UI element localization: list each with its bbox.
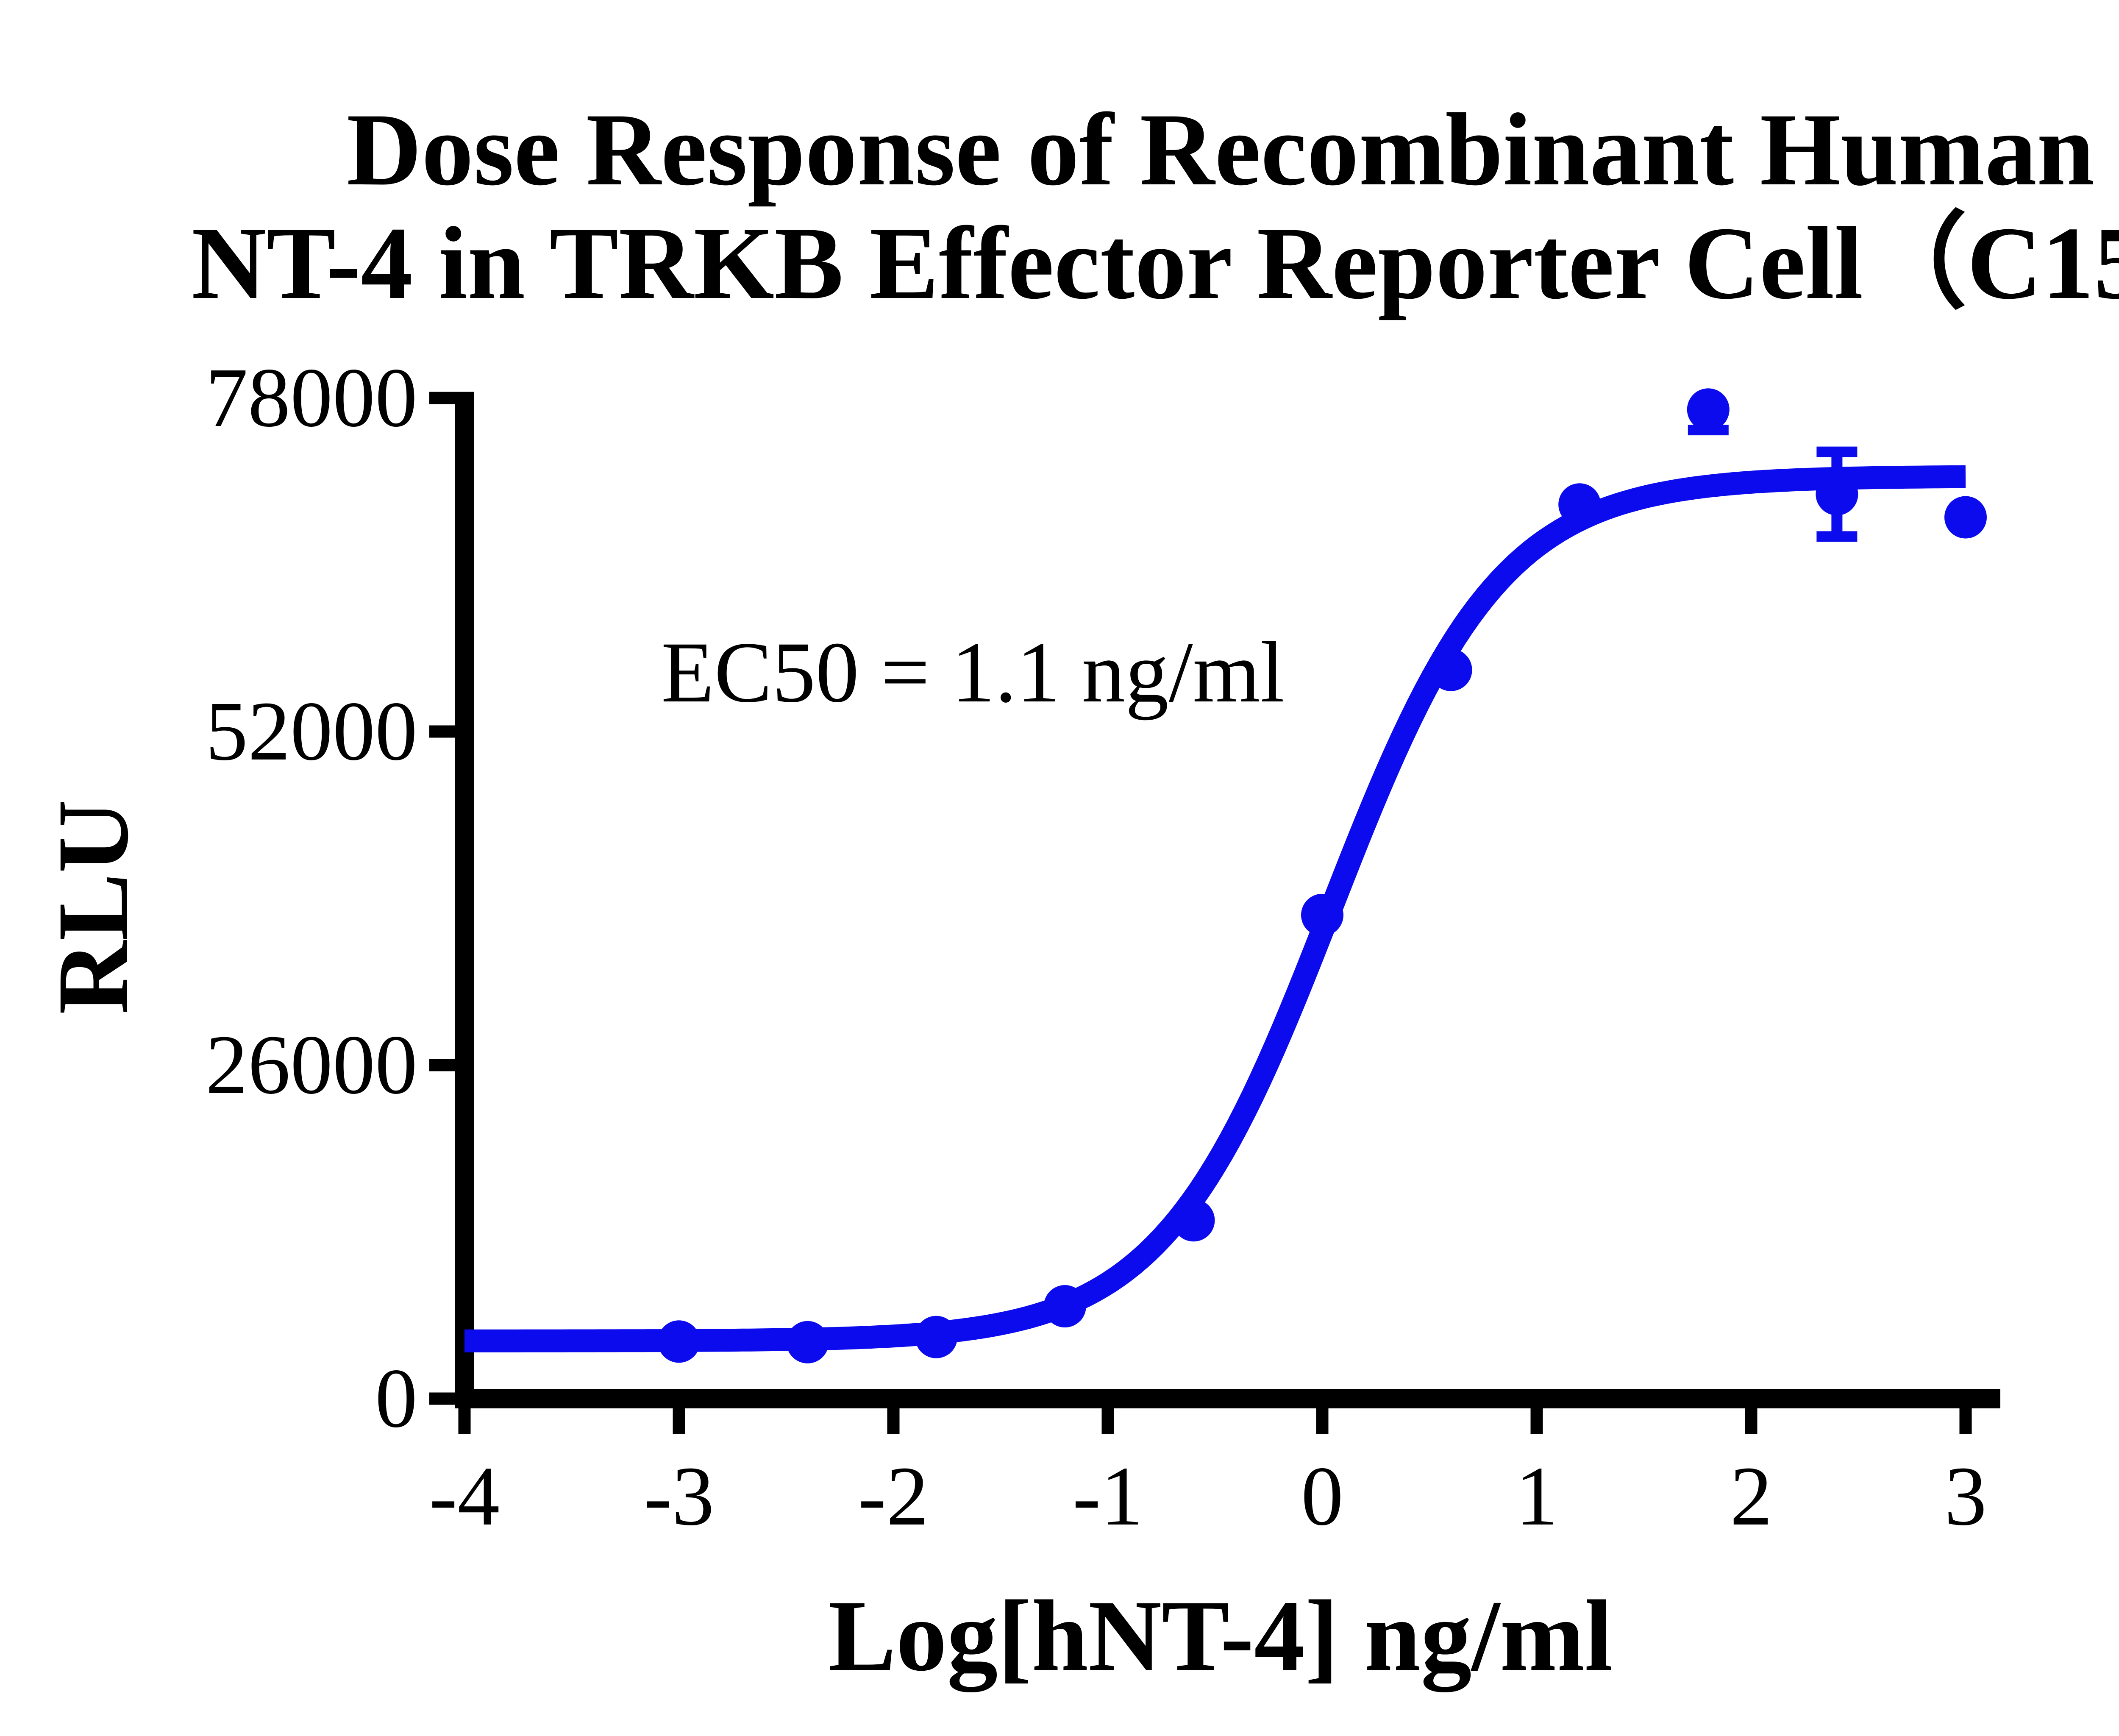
- y-axis-title: RLU: [36, 800, 149, 1015]
- data-point-marker: [658, 1320, 700, 1363]
- fit-curve-layer: [464, 465, 1966, 1352]
- x-tick-label: -4: [429, 1449, 500, 1543]
- y-tick-label: 52000: [206, 684, 417, 778]
- x-tick-label: 2: [1730, 1449, 1772, 1543]
- x-tick-label: -1: [1073, 1449, 1143, 1543]
- data-point-marker: [1816, 473, 1858, 516]
- chart-title-line1: Dose Response of Recombinant Human: [347, 92, 2094, 207]
- data-point-marker: [1043, 1285, 1086, 1328]
- data-point-marker: [915, 1316, 958, 1358]
- x-axis-title: Log[hNT-4] ng/ml: [828, 1579, 1613, 1692]
- x-tick-label: -3: [644, 1449, 715, 1543]
- y-tick-label: 26000: [206, 1018, 417, 1112]
- axes-layer: 0 26000 52000 78000 -4 -3 -2 -1 0 1 2 3: [206, 351, 2000, 1543]
- data-point-marker: [1429, 648, 1472, 691]
- x-tick-label: 1: [1516, 1449, 1558, 1543]
- x-tick-label: -2: [858, 1449, 929, 1543]
- data-point-marker: [1687, 388, 1730, 431]
- data-points-layer: [658, 388, 1987, 1363]
- data-point-marker: [1301, 893, 1343, 936]
- y-tick-label: 0: [375, 1352, 417, 1445]
- x-tick-label: 0: [1301, 1449, 1343, 1543]
- data-point-marker: [1944, 496, 1987, 539]
- dose-response-curve: [464, 465, 1966, 1352]
- data-point-marker: [1172, 1199, 1215, 1242]
- data-point-marker: [786, 1321, 829, 1363]
- chart-title-line2: NT-4 in TRKB Effector Reporter Cell（C15）: [192, 206, 2119, 320]
- ec50-annotation: EC50 = 1.1 ng/ml: [661, 624, 1285, 721]
- y-tick-label: 78000: [206, 351, 417, 445]
- x-tick-label: 3: [1944, 1449, 1987, 1543]
- data-point-marker: [1558, 483, 1601, 526]
